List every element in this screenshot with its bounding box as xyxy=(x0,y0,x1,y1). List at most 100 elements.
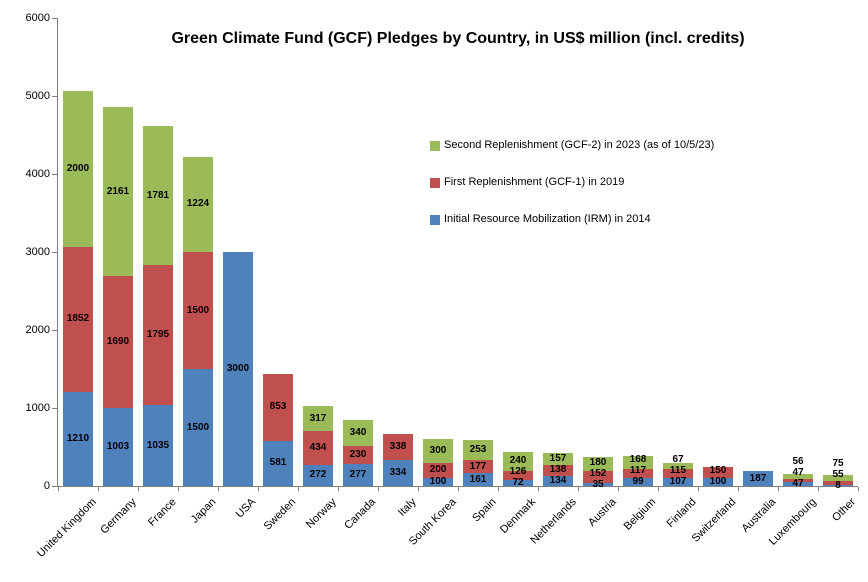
bar-segment-gcf2 xyxy=(103,107,133,276)
bar-segment-gcf1 xyxy=(783,478,813,483)
bar-segment-irm xyxy=(703,478,733,486)
category-label: Australia xyxy=(739,496,779,535)
bar-value-label: 134 xyxy=(549,474,567,486)
bar-segment-gcf1 xyxy=(143,265,173,406)
legend-item-gcf1: First Replenishment (GCF-1) in 2019 xyxy=(430,176,714,189)
bar-value-label: 253 xyxy=(469,443,487,455)
bar-segment-gcf1 xyxy=(623,469,653,479)
bar-segment-gcf1 xyxy=(263,374,293,441)
bar-segment-irm xyxy=(183,369,213,486)
category-label: Italy xyxy=(395,496,419,519)
y-tick-label: 2000 xyxy=(25,324,50,336)
bar-value-label: 138 xyxy=(549,463,567,475)
x-axis-tick xyxy=(218,487,219,491)
bar-segment-gcf2 xyxy=(663,463,693,469)
bar-value-label: 35 xyxy=(592,478,604,490)
bar-segment-irm xyxy=(583,483,613,486)
bar-value-label: 338 xyxy=(389,440,407,452)
x-axis xyxy=(57,486,858,487)
bar-segment-gcf1 xyxy=(823,481,853,486)
bar-value-label: 317 xyxy=(309,412,327,424)
category-label: USA xyxy=(234,496,259,521)
bar-value-label: 853 xyxy=(269,401,287,413)
bar-value-label: 240 xyxy=(509,455,527,467)
y-axis-tick xyxy=(52,96,57,97)
category-label: Finland xyxy=(664,496,699,530)
bar-value-label: 100 xyxy=(709,476,727,488)
y-tick-label: 5000 xyxy=(25,90,50,102)
bar-value-label: 1035 xyxy=(146,439,170,451)
bar-segment-gcf2 xyxy=(503,451,533,471)
y-axis-tick xyxy=(52,252,57,253)
y-tick-label: 1000 xyxy=(25,402,50,414)
bar-segment-gcf2 xyxy=(583,457,613,472)
bar-segment-gcf2 xyxy=(143,126,173,266)
bar-value-label: 56 xyxy=(792,456,804,468)
legend: Second Replenishment (GCF-2) in 2023 (as… xyxy=(430,139,714,226)
bar-value-label: 177 xyxy=(469,460,487,472)
bar-segment-gcf1 xyxy=(423,462,453,479)
bar-segment-gcf2 xyxy=(63,91,93,248)
legend-swatch-icon xyxy=(430,140,440,151)
bar-value-label: 277 xyxy=(349,469,367,481)
bar-value-label: 1852 xyxy=(66,313,90,325)
bar-segment-irm xyxy=(783,482,813,486)
legend-item-gcf2: Second Replenishment (GCF-2) in 2023 (as… xyxy=(430,139,714,152)
y-tick-label: 4000 xyxy=(25,168,50,180)
bar-value-label: 1224 xyxy=(186,198,210,210)
bar-segment-gcf2 xyxy=(823,475,853,482)
bar-segment-irm xyxy=(743,471,773,486)
bar-value-label: 99 xyxy=(632,476,644,488)
x-axis-tick xyxy=(818,487,819,491)
legend-swatch-icon xyxy=(430,214,440,225)
bar-value-label: 72 xyxy=(512,477,524,489)
y-axis-tick xyxy=(52,18,57,19)
bar-segment-irm xyxy=(503,480,533,486)
category-label: Canada xyxy=(342,496,379,532)
bar-segment-gcf1 xyxy=(703,466,733,479)
bar-segment-gcf2 xyxy=(783,474,813,479)
bar-value-label: 3000 xyxy=(226,363,250,374)
x-axis-tick xyxy=(98,487,99,491)
bar-segment-gcf2 xyxy=(543,452,573,465)
bar-segment-irm xyxy=(463,473,493,486)
category-label: Belgium xyxy=(621,496,659,533)
x-axis-tick xyxy=(378,487,379,491)
chart-title: Green Climate Fund (GCF) Pledges by Coun… xyxy=(171,30,745,47)
y-axis xyxy=(57,18,58,486)
bar-value-label: 157 xyxy=(549,452,567,464)
x-axis-tick xyxy=(618,487,619,491)
bar-segment-irm xyxy=(663,477,693,486)
y-axis-tick xyxy=(52,408,57,409)
legend-item-irm: Initial Resource Mobilization (IRM) in 2… xyxy=(430,213,714,226)
x-axis-tick xyxy=(178,487,179,491)
x-axis-tick xyxy=(738,487,739,491)
y-axis-tick xyxy=(52,330,57,331)
bar-segment-gcf1 xyxy=(583,471,613,484)
bar-value-label: 47 xyxy=(792,478,804,490)
x-axis-tick xyxy=(418,487,419,491)
bar-value-label: 180 xyxy=(589,456,607,468)
category-label: Denmark xyxy=(498,496,539,537)
bar-value-label: 8 xyxy=(835,479,841,491)
bar-segment-irm xyxy=(543,475,573,486)
legend-label: Second Replenishment (GCF-2) in 2023 (as… xyxy=(444,139,715,151)
category-label: Germany xyxy=(98,496,139,537)
x-axis-tick xyxy=(778,487,779,491)
category-label: France xyxy=(145,496,179,529)
bar-value-label: 434 xyxy=(309,441,327,453)
bar-value-label: 75 xyxy=(832,457,844,469)
x-axis-tick xyxy=(58,487,59,491)
bar-value-label: 230 xyxy=(349,449,367,461)
y-axis-tick xyxy=(52,174,57,175)
x-axis-tick xyxy=(498,487,499,491)
bar-segment-irm xyxy=(223,252,253,486)
bar-segment-gcf1 xyxy=(183,252,213,369)
y-axis-tick xyxy=(52,486,57,487)
bar-value-label: 152 xyxy=(589,467,607,479)
x-axis-tick xyxy=(138,487,139,491)
y-tick-label: 6000 xyxy=(25,12,50,24)
bar-value-label: 340 xyxy=(349,427,367,439)
legend-swatch-icon xyxy=(430,177,440,188)
